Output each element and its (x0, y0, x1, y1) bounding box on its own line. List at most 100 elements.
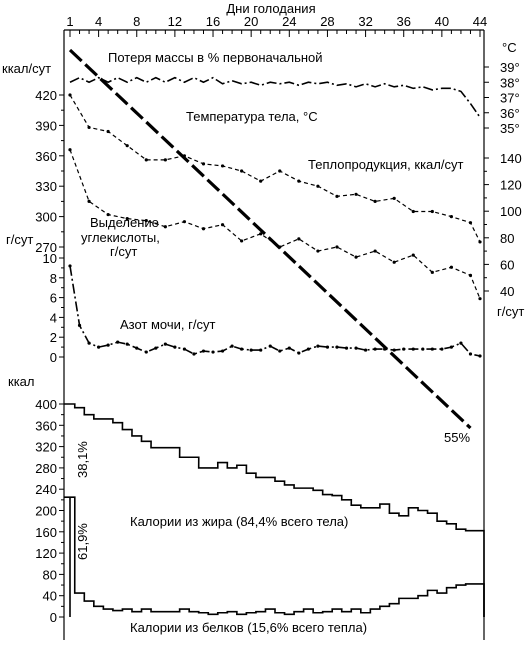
series-point-2 (106, 129, 110, 134)
series-point-2 (335, 194, 339, 198)
series-point-2 (240, 169, 244, 173)
series-point-4 (192, 352, 196, 356)
series-line-5 (64, 403, 485, 617)
series-point-4 (383, 347, 387, 351)
annotation-mass-loss-end: 55% (444, 430, 470, 445)
left-g-day-tick-label: 6 (50, 291, 57, 306)
series-point-2 (144, 158, 148, 162)
series-point-3 (335, 245, 339, 249)
annotation-co2-line2: углекислоты, (81, 230, 160, 245)
series-point-4 (182, 347, 187, 351)
series-line-4 (69, 265, 481, 357)
x-tick-label: 36 (396, 14, 410, 29)
annotation-fat-pct: 38,1% (75, 441, 90, 478)
x-tick-label: 8 (133, 14, 140, 29)
left-g-day-tick-label: 0 (50, 350, 57, 365)
left-unit-kcal: ккал (8, 374, 34, 389)
series-point-4 (421, 347, 425, 351)
left-kcal-day-tick-label: 330 (35, 179, 57, 194)
series-line-0 (68, 48, 472, 430)
series-point-3 (240, 239, 244, 243)
series-point-4 (125, 342, 129, 346)
annotation-temperature: Температура тела, °С (186, 109, 318, 124)
series-point-4 (144, 350, 148, 354)
series-point-3 (68, 148, 72, 152)
series-point-2 (392, 196, 396, 200)
series-line-1 (69, 76, 481, 118)
right-temp-tick-label: 39° (500, 60, 520, 75)
right-heat-tick-label: 40 (500, 284, 514, 299)
series-point-4 (411, 347, 415, 351)
series-point-4 (449, 345, 453, 349)
x-tick-label: 32 (358, 14, 372, 29)
series-point-4 (316, 344, 320, 348)
left-g-day-tick-label: 8 (50, 271, 57, 286)
x-tick-label: 44 (473, 14, 487, 29)
series-point-4 (297, 351, 301, 355)
series-point-3 (354, 255, 358, 259)
left-g-day-tick-label: 10 (43, 251, 57, 266)
series-point-4 (344, 346, 349, 350)
left-kcal-day-tick-label: 270 (35, 240, 57, 255)
series-point-4 (373, 347, 377, 351)
annotation-co2-line3: г/сут (110, 244, 137, 259)
series-point-2 (68, 93, 72, 97)
left-kcal-tick-label: 320 (35, 440, 57, 455)
series-point-4 (173, 345, 177, 349)
series-point-4 (430, 347, 434, 351)
x-tick-label: 20 (244, 14, 258, 29)
series-point-4 (68, 264, 72, 268)
series-point-4 (249, 348, 253, 352)
x-tick-label: 16 (206, 14, 220, 29)
series-point-4 (220, 349, 225, 353)
x-tick-label: 12 (168, 14, 182, 29)
series-point-4 (392, 348, 396, 352)
series-point-3 (468, 273, 473, 277)
annotation-co2-line1: Выделение (90, 215, 159, 230)
left-g-day-tick-label: 2 (50, 330, 57, 345)
right-temp-tick-label: 36° (500, 106, 520, 121)
series-point-4 (77, 323, 82, 327)
left-g-day-tick-label: 4 (50, 310, 57, 325)
series-point-4 (363, 348, 368, 352)
left-kcal-tick-label: 400 (35, 397, 57, 412)
series-point-4 (87, 341, 91, 345)
left-kcal-tick-label: 0 (50, 610, 57, 625)
series-point-3 (373, 249, 377, 253)
left-unit-g-day: г/сут (6, 232, 33, 247)
series-point-2 (125, 144, 129, 148)
series-point-2 (297, 179, 301, 183)
series-point-4 (354, 346, 358, 350)
series-point-2 (478, 240, 482, 244)
series-point-2 (163, 158, 167, 162)
series-point-3 (87, 199, 91, 203)
series-point-3 (449, 265, 453, 269)
x-tick-label: 24 (282, 14, 296, 29)
left-kcal-tick-label: 80 (43, 567, 57, 582)
series-point-4 (201, 349, 206, 353)
series-point-4 (116, 340, 120, 344)
series-point-3 (106, 212, 110, 217)
series-point-4 (478, 354, 482, 358)
series-point-3 (316, 249, 320, 253)
left-kcal-day-tick-label: 390 (35, 118, 57, 133)
right-temp-tick-label: 37° (500, 91, 520, 106)
series-point-4 (135, 346, 139, 350)
series-point-4 (97, 345, 101, 349)
left-kcal-tick-label: 360 (35, 418, 57, 433)
series-point-3 (163, 225, 167, 229)
series-point-3 (411, 253, 415, 257)
series-point-3 (297, 237, 301, 241)
x-tick-label: 4 (95, 14, 102, 29)
series-point-3 (201, 227, 206, 231)
series-point-2 (259, 179, 263, 183)
series-point-2 (316, 184, 320, 188)
left-kcal-tick-label: 280 (35, 461, 57, 476)
series-point-3 (259, 232, 263, 236)
series-point-3 (430, 270, 434, 274)
series-point-3 (144, 219, 148, 223)
annotation-fat-calories: Калории из жира (84,4% всего тела) (130, 514, 348, 529)
left-kcal-tick-label: 40 (43, 589, 57, 604)
annotation-protein-calories: Калории из белков (15,6% всего тепла) (130, 620, 367, 635)
